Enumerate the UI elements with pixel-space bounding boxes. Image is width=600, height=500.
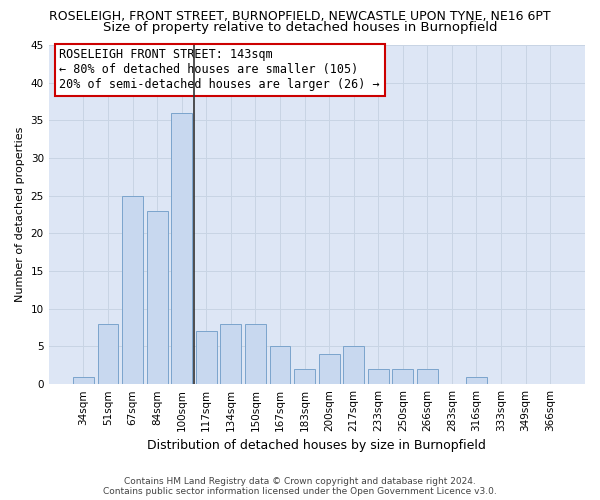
Text: Size of property relative to detached houses in Burnopfield: Size of property relative to detached ho… (103, 22, 497, 35)
Bar (269, 346, 290, 384)
Text: ROSELEIGH, FRONT STREET, BURNOPFIELD, NEWCASTLE UPON TYNE, NE16 6PT: ROSELEIGH, FRONT STREET, BURNOPFIELD, NE… (49, 10, 551, 23)
X-axis label: Distribution of detached houses by size in Burnopfield: Distribution of detached houses by size … (148, 440, 486, 452)
Bar (73, 376, 94, 384)
Bar (392, 369, 413, 384)
Bar (98, 324, 118, 384)
Bar (245, 324, 266, 384)
Bar (122, 196, 143, 384)
Text: Contains HM Land Registry data © Crown copyright and database right 2024.
Contai: Contains HM Land Registry data © Crown c… (103, 476, 497, 496)
Bar (294, 369, 315, 384)
Y-axis label: Number of detached properties: Number of detached properties (15, 127, 25, 302)
Bar (466, 376, 487, 384)
Text: ROSELEIGH FRONT STREET: 143sqm
← 80% of detached houses are smaller (105)
20% of: ROSELEIGH FRONT STREET: 143sqm ← 80% of … (59, 48, 380, 92)
Bar (368, 369, 389, 384)
Bar (171, 113, 192, 384)
Bar (147, 211, 167, 384)
Bar (417, 369, 438, 384)
Bar (319, 354, 340, 384)
Bar (220, 324, 241, 384)
Bar (196, 332, 217, 384)
Bar (343, 346, 364, 384)
